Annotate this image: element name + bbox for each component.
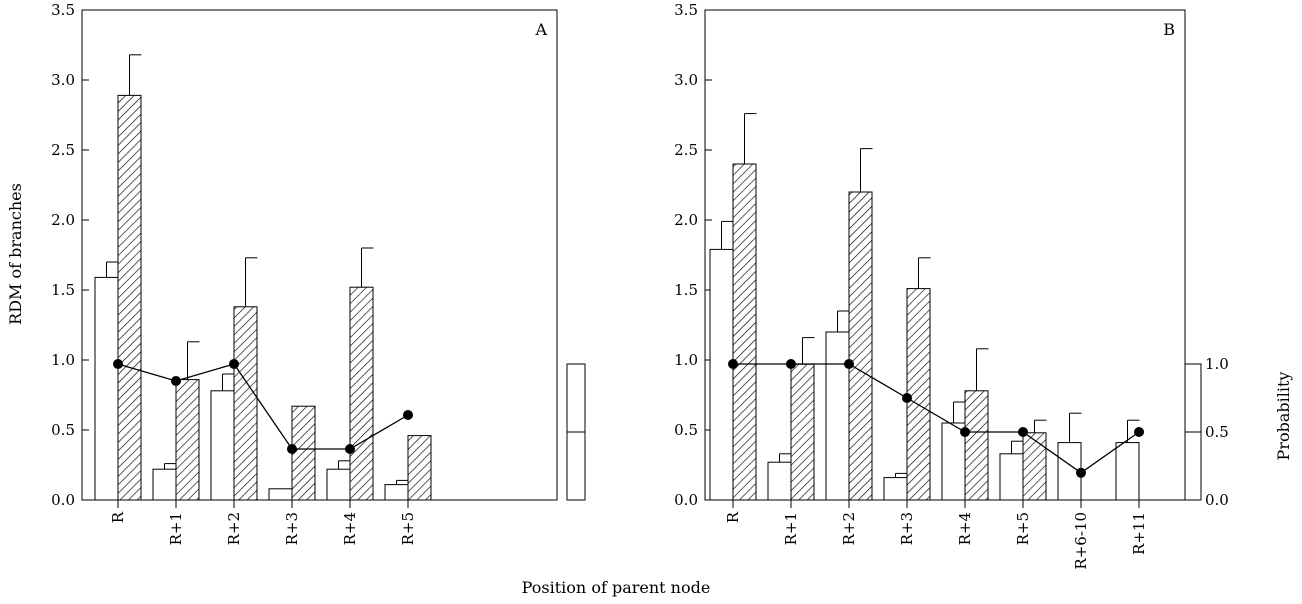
y-tick-label: 1.5 xyxy=(51,281,75,299)
x-tick-label: R+2 xyxy=(225,512,243,545)
x-tick-label: R+11 xyxy=(1130,512,1148,555)
y-tick-label: 3.0 xyxy=(51,71,75,89)
x-tick-label: R+2 xyxy=(840,512,858,545)
bar-hatched xyxy=(906,288,931,501)
y-tick-label: 0.5 xyxy=(51,421,75,439)
bar-hatched xyxy=(964,390,989,501)
prob-tick-label: 0.5 xyxy=(1205,423,1229,441)
prob-tick-label: 1.0 xyxy=(1205,355,1229,373)
bar-open xyxy=(999,453,1024,501)
bar-hatched xyxy=(407,435,432,501)
y-tick-label: 0.0 xyxy=(51,491,75,509)
panel-a: 0.0 0.5 1.0 1.5 2.0 2.5 3.0 3.5 A R R+1 R+2 R+3 R+4 R+… xyxy=(51,1,586,545)
panel-letter: B xyxy=(1163,20,1175,39)
bar-open xyxy=(384,484,409,501)
probability-point xyxy=(229,359,239,369)
probability-point xyxy=(728,359,738,369)
bar-open xyxy=(268,488,293,501)
probability-point xyxy=(960,427,970,437)
bar-hatched xyxy=(732,163,757,501)
bar-hatched xyxy=(233,306,258,501)
x-axis-label: Position of parent node xyxy=(522,578,711,597)
bar-hatched xyxy=(291,405,316,501)
probability-point xyxy=(113,359,123,369)
probability-point xyxy=(1134,427,1144,437)
y-tick-label: 3.5 xyxy=(674,1,698,19)
probability-point xyxy=(902,393,912,403)
panel-b: 0.0 0.5 1.0 1.5 2.0 2.5 3.0 3.5 B R R+1 R+2 R+3 R+4 R+… xyxy=(674,1,1229,570)
y-axis-label-probability: Probability xyxy=(1274,372,1293,461)
x-tick-label: R xyxy=(724,511,742,523)
bar-open xyxy=(1115,442,1140,501)
x-tick-label: R+5 xyxy=(399,512,417,545)
probability-line xyxy=(733,363,1140,474)
y-tick-label: 2.5 xyxy=(51,141,75,159)
probability-line xyxy=(117,363,409,450)
bar-hatched xyxy=(790,363,815,501)
y-tick-label: 1.0 xyxy=(51,351,75,369)
bar-open xyxy=(94,276,119,501)
y-tick-label: 3.0 xyxy=(674,71,698,89)
plot-frame xyxy=(81,9,558,501)
x-tick-label: R+4 xyxy=(341,512,359,545)
bar-hatched xyxy=(349,286,374,501)
y-tick-label: 0.5 xyxy=(674,421,698,439)
x-tick-label: R xyxy=(109,511,127,523)
probability-point xyxy=(171,376,181,386)
x-tick-label: R+3 xyxy=(283,512,301,545)
bar-open xyxy=(152,468,177,501)
bar-hatched xyxy=(175,379,200,501)
probability-point xyxy=(287,444,297,454)
bar-hatched xyxy=(1022,432,1047,501)
bar-hatched xyxy=(117,94,142,501)
probability-point xyxy=(1076,467,1086,478)
x-tick-label: R+1 xyxy=(167,512,185,545)
probability-point xyxy=(786,359,796,369)
prob-tick-label: 0.0 xyxy=(1205,491,1229,509)
probability-point xyxy=(1018,427,1028,437)
y-axis-label-rdm: RDM of branches xyxy=(6,183,25,325)
y-tick-label: 1.0 xyxy=(674,351,698,369)
panel-letter: A xyxy=(534,20,547,39)
bar-open xyxy=(767,461,792,501)
y-tick-label: 0.0 xyxy=(674,491,698,509)
y-tick-label: 2.0 xyxy=(674,211,698,229)
y-tick-label: 3.5 xyxy=(51,1,75,19)
y-tick-label: 2.0 xyxy=(51,211,75,229)
bar-open xyxy=(326,468,351,501)
bar-open xyxy=(825,331,850,501)
x-tick-label: R+5 xyxy=(1014,512,1032,545)
bar-open xyxy=(709,248,734,501)
y-tick-label: 2.5 xyxy=(674,141,698,159)
bar-hatched xyxy=(848,191,873,501)
x-tick-label: R+3 xyxy=(898,512,916,545)
probability-point xyxy=(403,410,413,420)
x-tick-label: R+1 xyxy=(782,512,800,545)
x-tick-label: R+4 xyxy=(956,512,974,545)
probability-point xyxy=(345,444,355,454)
probability-point xyxy=(844,359,854,369)
bar-open xyxy=(210,390,235,501)
bar-open xyxy=(883,477,908,501)
x-tick-label: R+6-10 xyxy=(1072,512,1090,570)
y-tick-label: 1.5 xyxy=(674,281,698,299)
